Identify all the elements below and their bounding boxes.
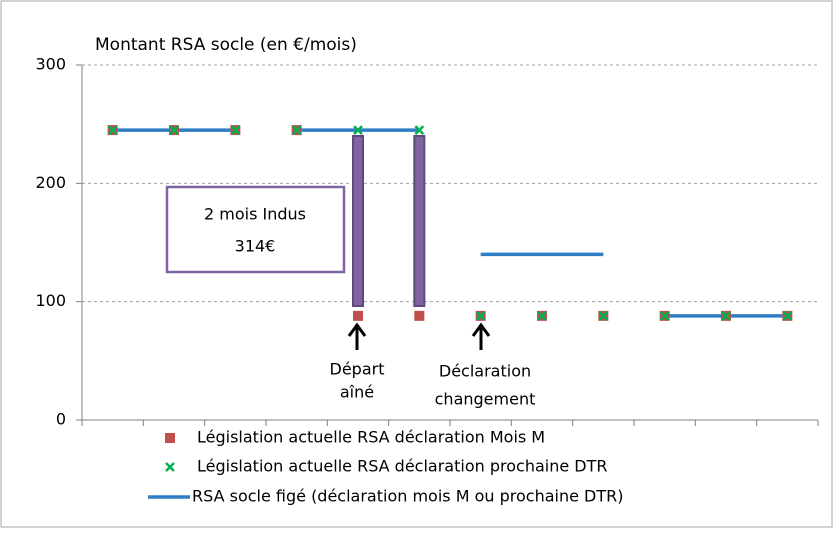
y-tick-label: 200	[35, 173, 66, 192]
legend-label: Législation actuelle RSA déclaration pro…	[197, 457, 607, 476]
data-point	[353, 310, 363, 321]
data-point	[659, 310, 670, 321]
annotation-text: 2 mois Indus	[204, 205, 306, 224]
indus-bar	[352, 135, 364, 307]
marker-x-stroke	[165, 462, 175, 472]
data-point	[598, 310, 609, 321]
marker-x-stroke	[721, 310, 731, 321]
data-point	[169, 125, 179, 135]
data-point	[414, 310, 425, 321]
legend-label: RSA socle figé (déclaration mois M ou pr…	[192, 487, 624, 506]
y-tick-label: 300	[35, 55, 66, 74]
legend-label: Législation actuelle RSA déclaration Moi…	[197, 428, 545, 447]
legend-marker	[165, 433, 175, 443]
marker-x-stroke	[291, 125, 302, 135]
marker-x-stroke	[414, 125, 425, 135]
marker-x-stroke	[659, 310, 670, 321]
legend-marker	[165, 462, 175, 472]
indus-bar	[413, 135, 426, 307]
data-point	[537, 310, 547, 321]
marker-x-stroke	[475, 310, 486, 321]
marker-x-stroke	[598, 310, 609, 321]
data-point	[230, 125, 241, 135]
data-point	[721, 310, 731, 321]
y-tick-label: 100	[35, 291, 66, 310]
marker-x-stroke	[537, 310, 547, 321]
marker-x-stroke	[169, 125, 179, 135]
data-point	[353, 125, 363, 135]
data-point	[782, 310, 793, 321]
data-point	[107, 125, 118, 135]
marker-x-stroke	[230, 125, 241, 135]
arrow-head	[347, 322, 367, 337]
marker-square	[414, 310, 425, 321]
annotation-text: 314€	[235, 237, 276, 256]
annotation-text: changement	[435, 390, 536, 409]
data-point	[291, 125, 302, 135]
marker-square	[165, 433, 175, 443]
marker-x-stroke	[353, 125, 363, 135]
data-point	[414, 125, 425, 135]
y-tick-label: 0	[56, 410, 66, 429]
annotation-text: Déclaration	[439, 362, 531, 381]
marker-x-stroke	[107, 125, 118, 135]
annotation-box	[165, 185, 346, 274]
marker-square	[353, 310, 363, 321]
arrow-head	[471, 322, 491, 337]
marker-x-stroke	[782, 310, 793, 321]
chart-title: Montant RSA socle (en €/mois)	[95, 35, 357, 55]
data-point	[475, 310, 486, 321]
annotation-text: aîné	[340, 383, 374, 402]
annotation-text: Départ	[330, 360, 385, 379]
